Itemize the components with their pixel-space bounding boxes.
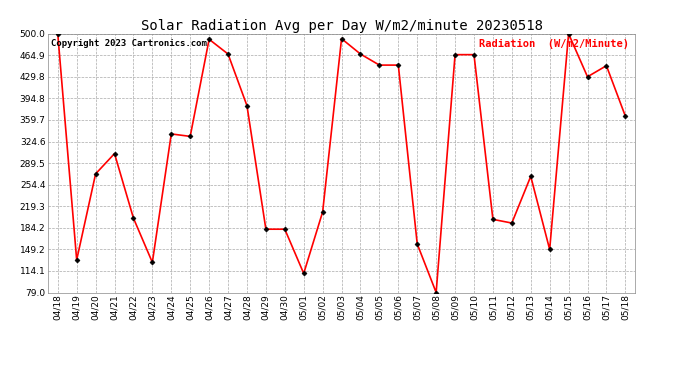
Title: Solar Radiation Avg per Day W/m2/minute 20230518: Solar Radiation Avg per Day W/m2/minute … [141,19,542,33]
Text: Copyright 2023 Cartronics.com: Copyright 2023 Cartronics.com [51,39,207,48]
Text: Radiation  (W/m2/Minute): Radiation (W/m2/Minute) [479,39,629,49]
